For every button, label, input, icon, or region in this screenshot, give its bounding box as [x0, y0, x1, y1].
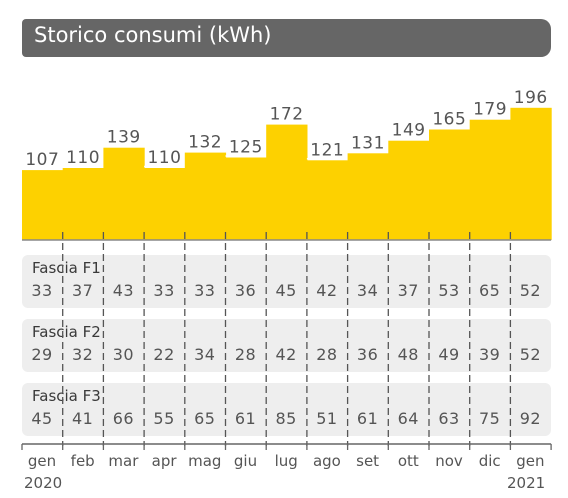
month-label: feb	[70, 452, 95, 470]
month-label: mar	[108, 452, 139, 470]
month-label: giu	[233, 452, 258, 470]
month-label: ago	[312, 452, 341, 470]
fascia-value-cell: 51	[316, 409, 338, 428]
bar-value-label: 139	[107, 128, 141, 148]
fascia-label: Fascia F1	[32, 259, 101, 277]
fascia-value-cell: 42	[275, 345, 297, 364]
bar-feb-1	[62, 168, 104, 240]
fascia-value-cell: 37	[397, 281, 419, 300]
bar-value-label: 107	[25, 150, 59, 170]
bar-value-label: 196	[514, 88, 548, 108]
month-label: gen	[516, 452, 545, 470]
bar-set-8	[347, 153, 389, 240]
bar-value-label: 110	[66, 148, 100, 168]
fascia-value-cell: 53	[438, 281, 460, 300]
fascia-value-cell: 65	[194, 409, 216, 428]
fascia-value-cell: 39	[479, 345, 501, 364]
month-label: ott	[397, 452, 419, 470]
fascia-value-cell: 45	[31, 409, 53, 428]
bar-value-label: 172	[270, 105, 304, 125]
fascia-value-cell: 29	[31, 345, 53, 364]
fascia-value-cell: 33	[153, 281, 175, 300]
bar-value-label: 165	[432, 110, 466, 130]
fascia-value-cell: 43	[112, 281, 135, 300]
bar-value-label: 125	[229, 138, 263, 158]
year-label-start: 2020	[24, 474, 63, 492]
fascia-panel-2: Fascia F2 29 32 30 22 34 28 42 28 36 48 49 39 52	[22, 319, 551, 372]
fascia-value-cell: 48	[397, 345, 419, 364]
fascia-value-cell: 49	[438, 345, 460, 364]
fascia-value-cell: 33	[194, 281, 216, 300]
year-label-end: 2021	[507, 474, 546, 492]
month-label: dic	[478, 452, 501, 470]
month-label: gen	[27, 452, 57, 470]
fascia-value-cell: 75	[479, 409, 501, 428]
bar-nov-10	[429, 129, 471, 240]
fascia-value-cell: 61	[356, 409, 379, 428]
fascia-value-cell: 34	[194, 345, 216, 364]
fascia-value-cell: 36	[356, 345, 379, 364]
chart-title: Storico consumi (kWh)	[34, 23, 272, 47]
fascia-value-cell: 64	[397, 409, 419, 428]
month-label: mag	[188, 452, 222, 470]
bar-value-label: 179	[473, 100, 507, 120]
fascia-value-cell: 28	[234, 345, 257, 364]
fascia-panel-3: Fascia F3 45 41 66 55 65 61 85 51 61 64 63 75 92	[22, 383, 551, 436]
fascia-value-cell: 63	[438, 409, 460, 428]
month-label: apr	[151, 452, 177, 470]
fascia-value-cell: 55	[153, 409, 175, 428]
fascia-value-cell: 37	[72, 281, 94, 300]
bar-gen-0	[22, 170, 64, 240]
bar-mar-2	[103, 147, 145, 240]
fascia-value-cell: 36	[234, 281, 257, 300]
fascia-value-cell: 52	[519, 281, 542, 300]
fascia-value-cell: 33	[31, 281, 53, 300]
fascia-value-cell: 66	[112, 409, 135, 428]
bar-gen-12	[510, 107, 552, 240]
fascia-value-cell: 34	[356, 281, 379, 300]
fascia-label: Fascia F3	[32, 387, 101, 405]
bar-lug-6	[266, 124, 308, 240]
fascia-panel-1: Fascia F1 33 37 43 33 33 36 45 42 34 37 53 65 52	[22, 255, 551, 308]
bar-value-label: 110	[147, 148, 181, 168]
fascia-value-cell: 45	[275, 281, 297, 300]
fascia-value-cell: 65	[479, 281, 501, 300]
bar-mag-4	[184, 152, 227, 240]
bar-giu-5	[225, 157, 267, 240]
bar-ott-9	[388, 140, 430, 240]
bar-ago-7	[306, 160, 349, 240]
fascia-value-cell: 22	[153, 345, 175, 364]
bar-dic-11	[469, 119, 511, 240]
bar-value-label: 149	[392, 121, 426, 141]
fascia-value-cell: 92	[519, 409, 542, 428]
fascia-value-cell: 28	[316, 345, 338, 364]
month-label: lug	[274, 452, 298, 470]
fascia-value-cell: 61	[234, 409, 257, 428]
month-label: nov	[435, 452, 463, 470]
bar-value-label: 131	[351, 133, 385, 153]
fascia-value-cell: 42	[316, 281, 338, 300]
fascia-value-cell: 52	[519, 345, 542, 364]
fascia-value-cell: 85	[275, 409, 297, 428]
fascia-value-cell: 30	[112, 345, 135, 364]
bar-value-label: 121	[310, 140, 344, 160]
month-label: set	[356, 452, 380, 470]
bar-apr-3	[144, 168, 186, 240]
title-bar: Storico consumi (kWh)	[22, 19, 551, 57]
fascia-value-cell: 32	[72, 345, 94, 364]
fascia-label: Fascia F2	[32, 323, 101, 341]
fascia-value-cell: 41	[72, 409, 94, 428]
bar-value-label: 132	[188, 133, 222, 153]
